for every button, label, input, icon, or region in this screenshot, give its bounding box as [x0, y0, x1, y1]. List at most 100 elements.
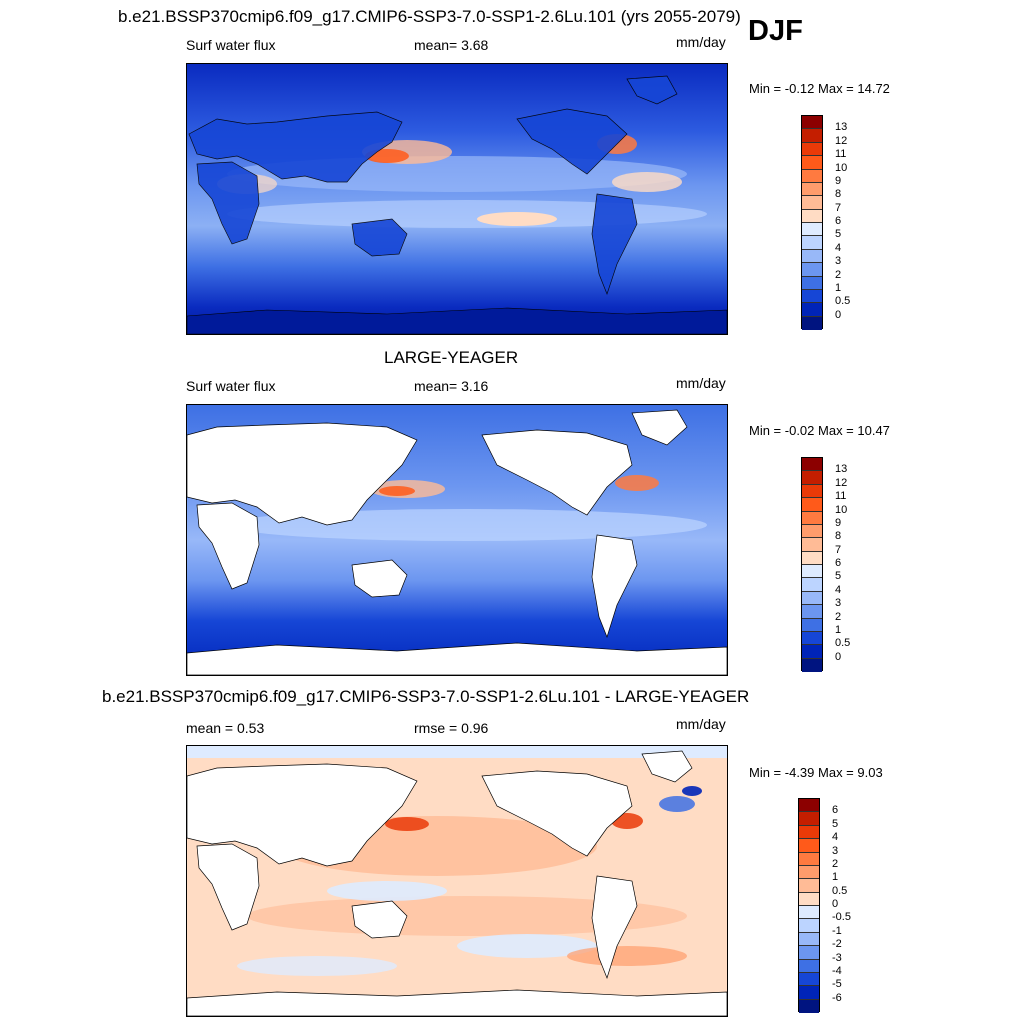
panel1-colorbar-label: 4	[835, 241, 842, 254]
panel2-colorbar-box	[802, 551, 822, 565]
panel3-colorbar-label: -6	[832, 991, 842, 1004]
panel2-colorbar-label: 10	[835, 503, 848, 516]
panel3-minmax: Min = -4.39 Max = 9.03	[749, 765, 883, 780]
panel1-australia	[351, 218, 408, 257]
panel2-colorbar-box	[802, 591, 822, 606]
panel3-rmse-label: rmse = 0.96	[414, 720, 489, 736]
panel2-colorbar-box	[802, 538, 822, 552]
panel1-colorbar	[801, 115, 823, 330]
panel2-colorbar-box	[802, 471, 822, 485]
panel1-colorbar-box	[802, 169, 822, 183]
panel2-minmax: Min = -0.02 Max = 10.47	[749, 423, 890, 438]
panel2-colorbar-box	[802, 578, 822, 592]
panel1-colorbar-label: 9	[835, 174, 842, 187]
panel2-antarctica	[187, 642, 727, 675]
panel2-north-america	[481, 429, 633, 516]
panel1-spcz-band	[477, 212, 557, 226]
panel1-colorbar-box	[802, 182, 822, 197]
panel2-colorbar-label: 0	[835, 650, 842, 663]
panel1-greenland	[626, 75, 678, 105]
panel1-colorbar-box	[802, 303, 822, 317]
panel3-colorbar-label: 2	[832, 857, 839, 870]
panel2-colorbar-label: 6	[835, 557, 842, 569]
panel2-colorbar-box	[802, 498, 822, 512]
panel3-colorbar-label: -3	[832, 951, 842, 964]
panel3-units: mm/day	[676, 716, 726, 732]
panel3-colorbar-label: 6	[832, 804, 839, 817]
panel2-south-america	[591, 534, 638, 639]
panel2-australia	[351, 559, 408, 598]
panel2-mean-label: mean= 3.16	[414, 378, 489, 394]
panel1-colorbar-box	[802, 142, 822, 157]
panel2-colorbar-box	[802, 618, 822, 632]
panel1-title: b.e21.BSSP370cmip6.f09_g17.CMIP6-SSP3-7.…	[118, 7, 741, 26]
panel3-colorbar-box	[799, 879, 819, 893]
panel1-colorbar-box	[802, 289, 822, 304]
panel2-colorbar-box	[802, 511, 822, 525]
panel2-title: LARGE-YEAGER	[384, 348, 519, 367]
panel1-colorbar-label: 0	[835, 308, 842, 321]
panel3-africa	[196, 843, 260, 931]
panel2-colorbar-label: 9	[835, 516, 842, 529]
panel3-title: b.e21.BSSP370cmip6.f09_g17.CMIP6-SSP3-7.…	[102, 687, 750, 706]
panel2-variable-label: Surf water flux	[186, 378, 276, 394]
panel3-colorbar-box	[799, 799, 819, 813]
panel1-map	[186, 63, 728, 335]
panel1-colorbar-box	[802, 263, 822, 277]
panel1-colorbar-label: 2	[835, 268, 842, 281]
panel1-colorbar-label: 5	[835, 228, 842, 241]
panel3-colorbar-label: 0	[832, 898, 839, 910]
panel3-mean-label: mean = 0.53	[186, 720, 265, 736]
panel3-north-america	[481, 770, 633, 857]
panel1-south-america	[591, 193, 638, 296]
panel1-units: mm/day	[676, 34, 726, 50]
panel3-colorbar-box	[799, 852, 819, 866]
panel3-australia	[351, 900, 408, 939]
panel3-colorbar-box	[799, 839, 819, 853]
panel3-colorbar-box	[799, 999, 819, 1013]
panel1-colorbar-label: 1	[835, 281, 842, 294]
panel1-colorbar-label: 0.5	[835, 295, 851, 308]
panel1-colorbar-box	[802, 316, 822, 330]
panel1-colorbar-label: 7	[835, 201, 842, 214]
panel2-colorbar-box	[802, 645, 822, 659]
panel2-colorbar-box	[802, 565, 822, 579]
panel2-colorbar-label: 8	[835, 530, 842, 543]
panel2-colorbar-box	[802, 605, 822, 619]
panel1-colorbar-box	[802, 236, 822, 250]
panel3-colorbar-box	[799, 986, 819, 1000]
panel3-colorbar-box	[799, 906, 819, 920]
panel2-colorbar-label: 4	[835, 583, 842, 596]
panel2-colorbar-box	[802, 458, 822, 472]
panel3-colorbar-label: 1	[832, 871, 839, 884]
panel2-colorbar-box	[802, 631, 822, 646]
panel1-colorbar-label: 10	[835, 161, 848, 174]
panel3-colorbar-box	[799, 825, 819, 840]
panel2-colorbar-box	[802, 658, 822, 672]
panel2-colorbar-box	[802, 484, 822, 499]
panel2-greenland	[631, 409, 688, 446]
panel3-colorbar-box	[799, 892, 819, 906]
panel1-colorbar-box	[802, 223, 822, 237]
panel2-africa	[196, 502, 260, 590]
panel1-ocean-field	[187, 64, 727, 334]
panel2-colorbar-label: 12	[835, 476, 848, 489]
panel3-colorbar-label: -1	[832, 924, 842, 937]
panel3-colorbar-box	[799, 932, 819, 947]
panel1-minmax: Min = -0.12 Max = 14.72	[749, 81, 890, 96]
panel2-eurasia	[187, 422, 418, 526]
panel3-colorbar-box	[799, 946, 819, 960]
panel1-colorbar-label: 13	[835, 121, 848, 134]
panel3-greenland	[641, 750, 693, 783]
panel1-colorbar-label: 12	[835, 134, 848, 147]
panel2-gulf-stream	[615, 475, 659, 491]
panel3-colorbar-box	[799, 959, 819, 973]
panel3-colorbar-label: -4	[832, 964, 842, 977]
panel2-colorbar-label: 11	[835, 490, 847, 503]
panel3-map	[186, 745, 728, 1017]
panel2-colorbar-label: 1	[835, 623, 842, 636]
panel3-north-atlantic	[659, 796, 695, 812]
panel3-colorbar-label: 0.5	[832, 884, 848, 897]
panel1-colorbar-label: 6	[835, 215, 842, 227]
panel1-variable-label: Surf water flux	[186, 37, 276, 53]
